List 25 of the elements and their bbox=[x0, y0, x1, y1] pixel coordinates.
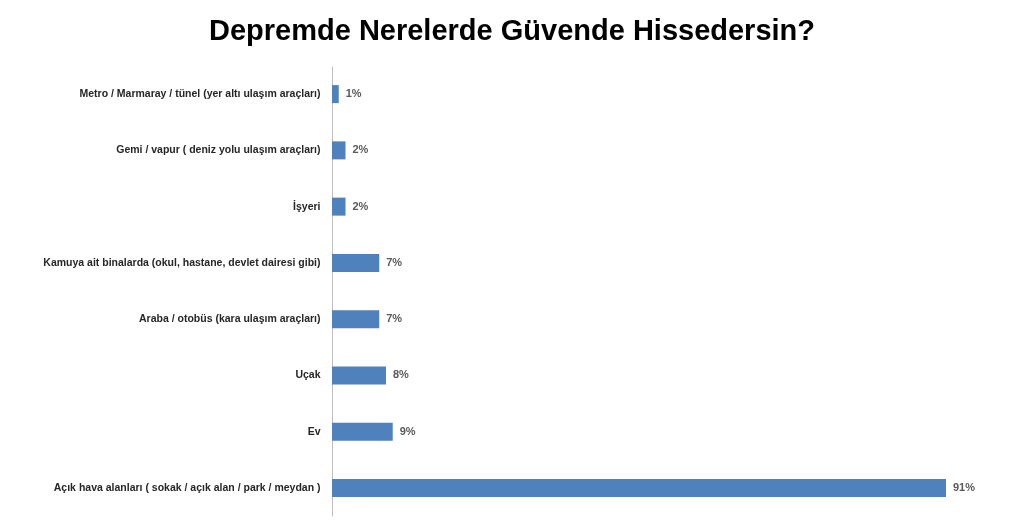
y-tick-label: Açık hava alanları ( sokak / açık alan / park / meydan ) bbox=[53, 480, 321, 493]
bar bbox=[332, 366, 386, 385]
bar bbox=[332, 310, 380, 329]
bar bbox=[332, 141, 346, 160]
data-label: 91% bbox=[953, 480, 976, 493]
bar bbox=[332, 422, 393, 441]
y-tick-label: İşyeri bbox=[293, 199, 321, 212]
bar bbox=[332, 253, 380, 272]
data-label: 9% bbox=[399, 424, 416, 437]
data-label: 7% bbox=[386, 312, 403, 325]
data-label: 8% bbox=[392, 368, 410, 381]
data-label: 2% bbox=[352, 199, 369, 212]
y-tick-label: Uçak bbox=[295, 368, 321, 381]
bar bbox=[332, 197, 346, 216]
y-tick-label: Gemi / vapur ( deniz yolu ulaşım araçları) bbox=[116, 143, 321, 156]
bar bbox=[332, 478, 946, 497]
y-tick-label: Kamuya ait binalarda (okul, hastane, devlet dairesi gibi) bbox=[43, 255, 321, 268]
chart-title: Depremde Nerelerde Güvende Hissedersin? bbox=[208, 14, 816, 46]
y-tick-label: Ev bbox=[307, 424, 321, 437]
data-label: 1% bbox=[345, 87, 362, 100]
y-tick-label: Araba / otobüs (kara ulaşım araçları) bbox=[139, 312, 321, 325]
y-tick-label: Metro / Marmaray / tünel (yer altı ulaşım araçları) bbox=[79, 87, 321, 100]
data-label: 2% bbox=[352, 143, 369, 156]
bar bbox=[332, 85, 339, 104]
data-label: 7% bbox=[386, 255, 403, 268]
